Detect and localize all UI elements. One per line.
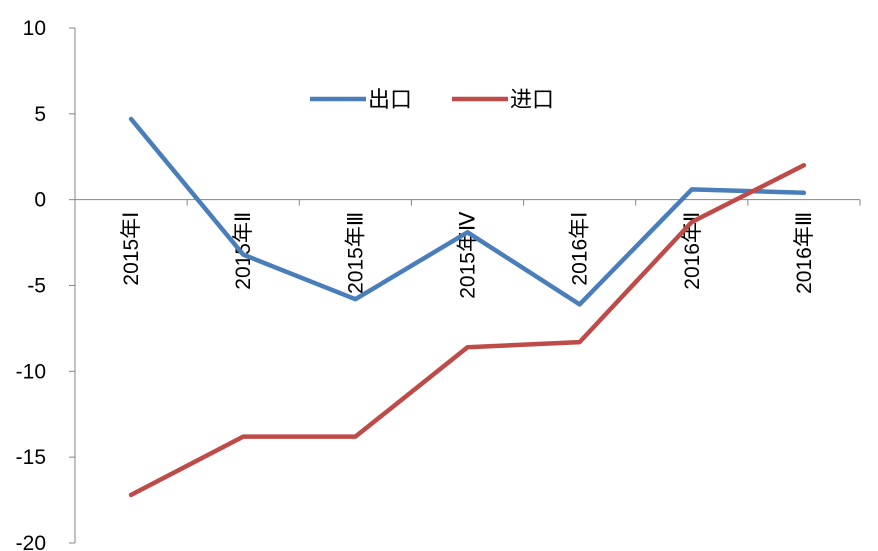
y-tick-label: -20 — [16, 532, 46, 551]
x-tick-label: 2015年Ⅰ — [120, 212, 143, 286]
legend-label-2: 进口 — [510, 88, 554, 113]
x-tick-label: 2015年Ⅳ — [457, 211, 480, 299]
y-tick-label: 5 — [34, 103, 46, 126]
x-tick-label: 2016年Ⅱ — [681, 212, 704, 290]
legend: 出口 进口 — [310, 88, 554, 113]
y-tick-label: -15 — [16, 446, 46, 469]
y-tick-label: -5 — [27, 275, 46, 298]
legend-label-1: 出口 — [368, 88, 412, 113]
axes: 10 5 0 -5 -10 -15 -20 — [16, 17, 861, 551]
y-tick-label: 10 — [23, 17, 46, 40]
series-lines — [128, 116, 807, 498]
x-tick-labels: 2015年Ⅰ 2015年Ⅱ 2015年Ⅲ 2015年Ⅳ 2016年Ⅰ 2016年Ⅱ 2016… — [120, 211, 816, 299]
x-tick-label: 2016年Ⅲ — [793, 212, 816, 294]
y-tick-label: -10 — [16, 360, 46, 383]
x-tick-label: 2016年Ⅰ — [569, 212, 592, 286]
x-tick-label: 2015年Ⅱ — [232, 212, 255, 290]
y-tick-label: 0 — [34, 189, 46, 212]
x-tick-label: 2015年Ⅲ — [344, 212, 367, 294]
